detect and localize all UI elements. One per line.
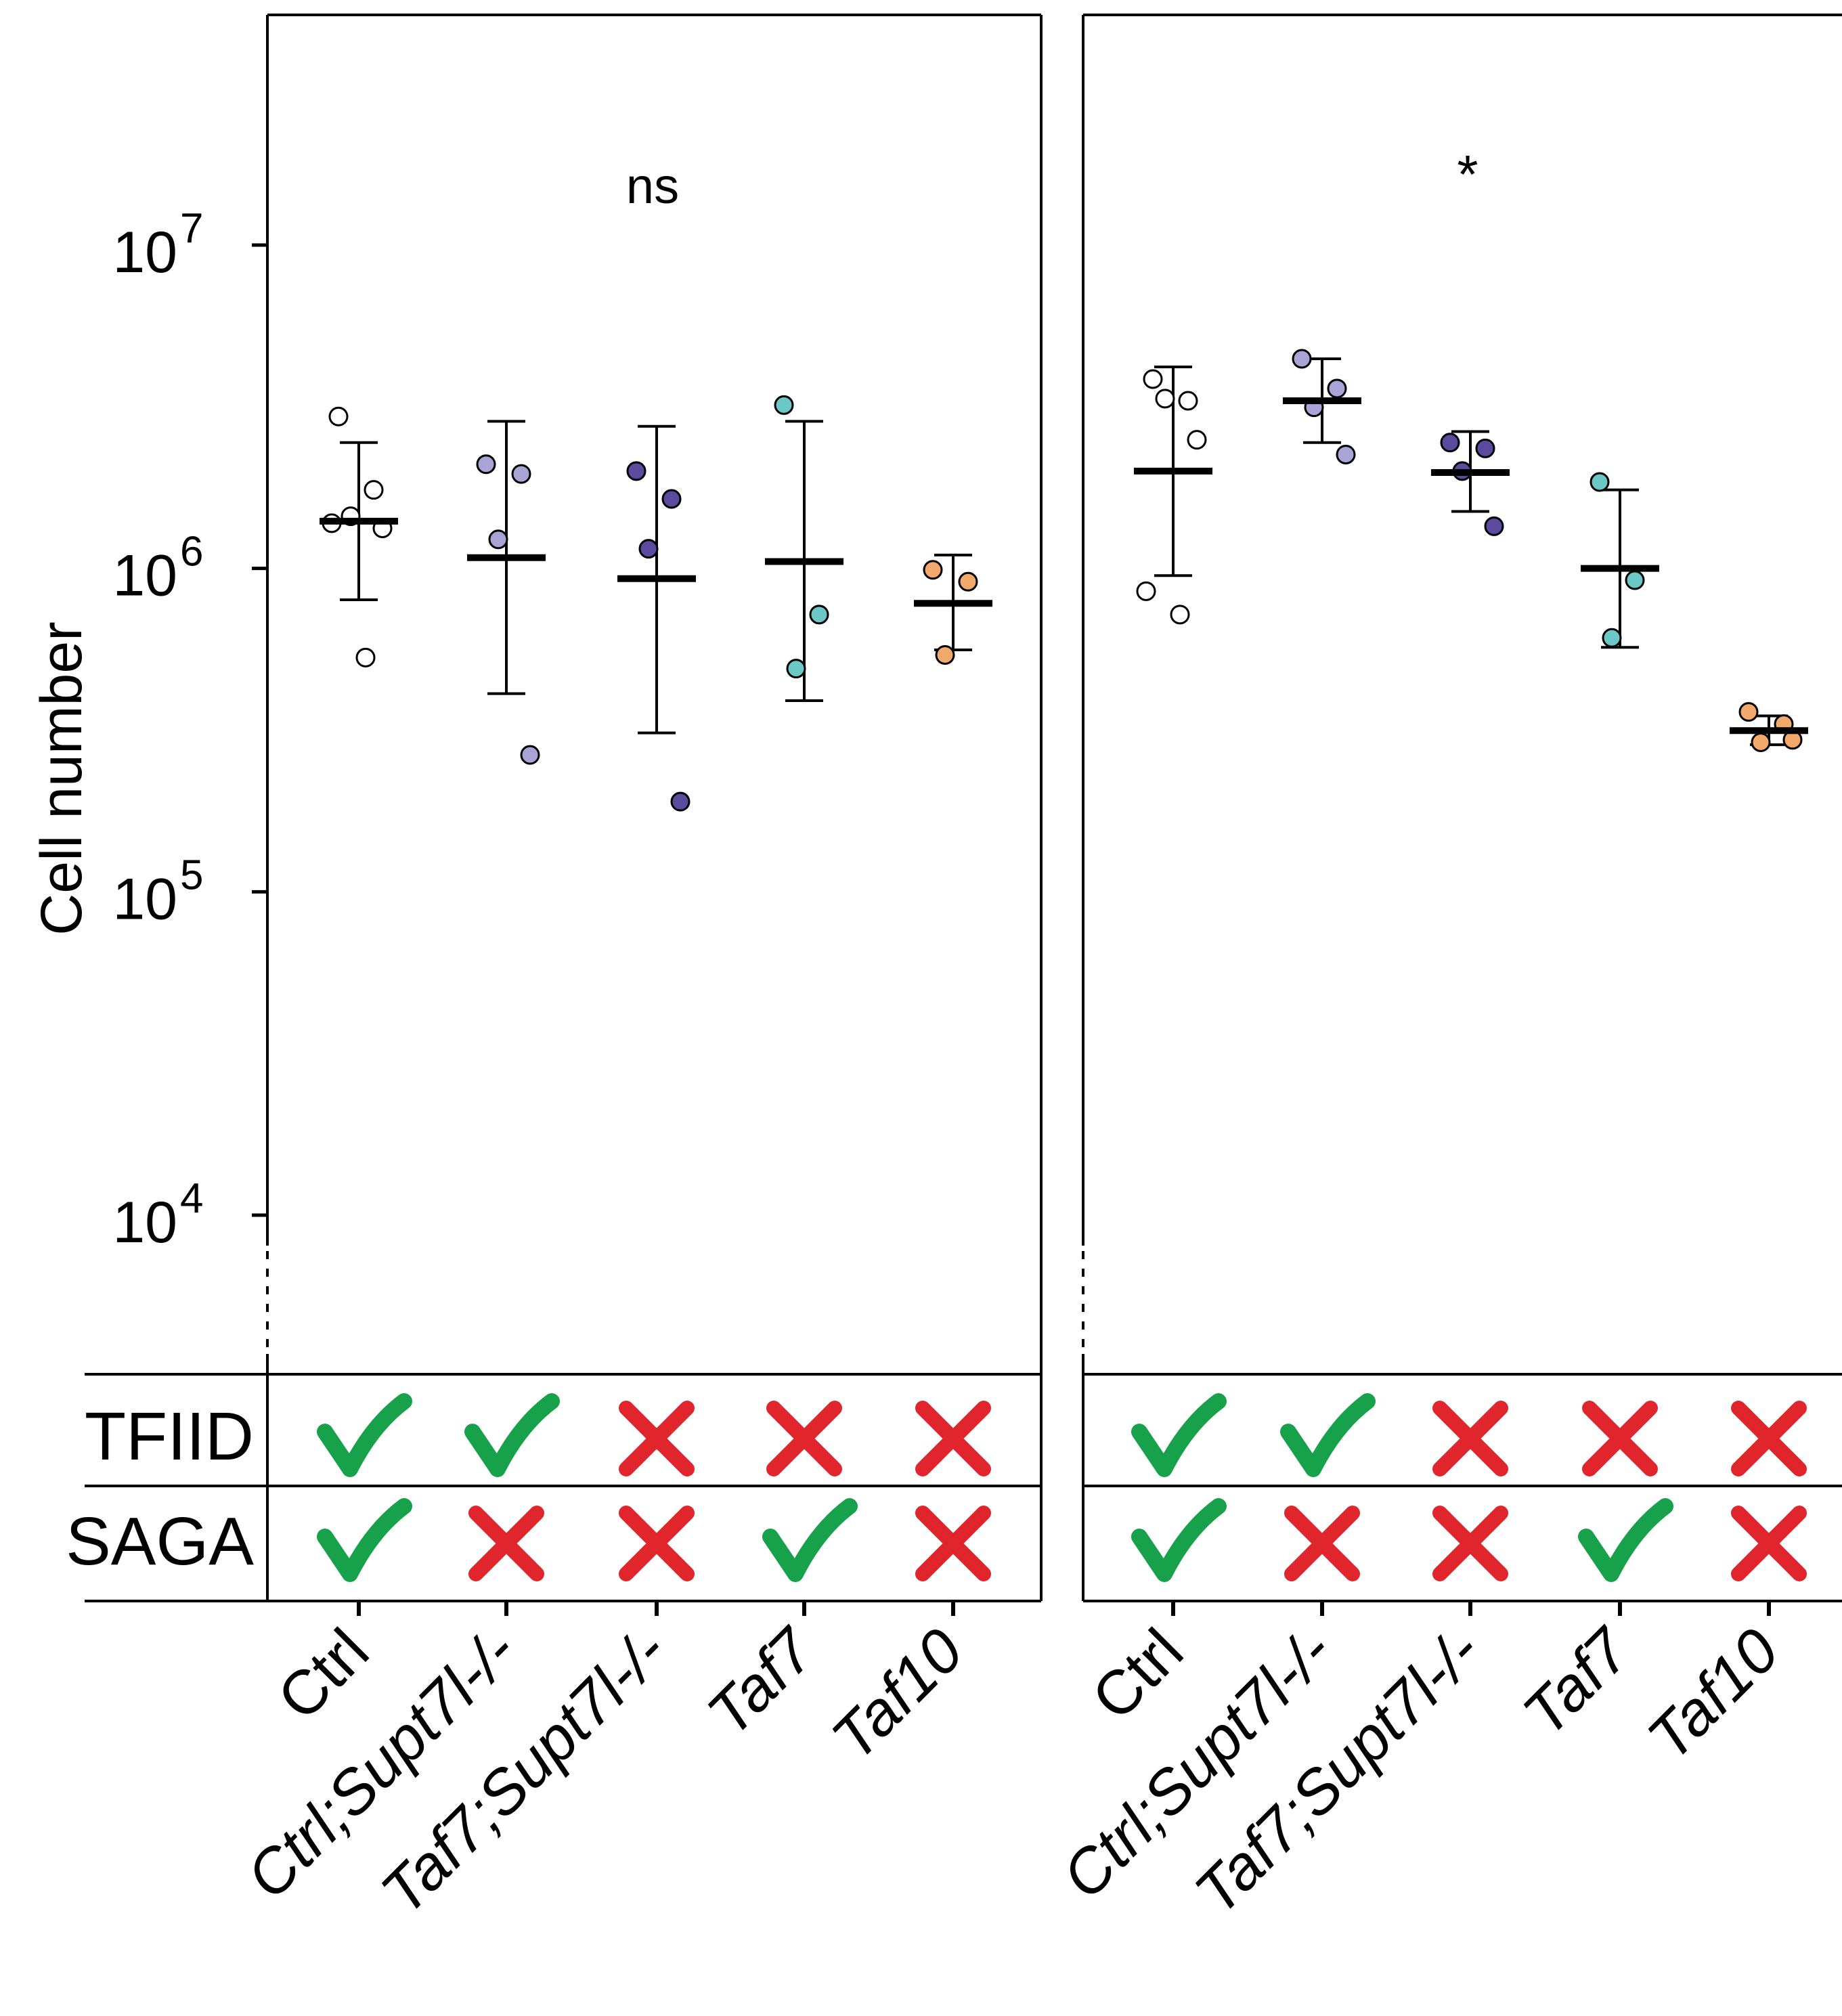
cross-icon xyxy=(1284,1506,1360,1581)
data-point xyxy=(1336,444,1356,464)
y-tick-exponent: 4 xyxy=(180,1175,203,1222)
cross-icon xyxy=(1731,1506,1807,1581)
check-icon xyxy=(464,1393,560,1477)
y-tick-exponent: 5 xyxy=(180,852,203,898)
y-tick-exponent: 7 xyxy=(180,205,203,252)
x-tick-label: Ctrl xyxy=(1079,1616,1196,1733)
significance-label: ns xyxy=(626,158,679,214)
data-point xyxy=(1292,349,1312,369)
data-point xyxy=(1327,378,1347,399)
cross-stroke xyxy=(1432,1401,1508,1476)
group-1: Ctrl xyxy=(265,406,412,1733)
check-icon xyxy=(317,1393,412,1477)
data-point xyxy=(626,461,646,481)
group-4: Taf7 xyxy=(695,395,858,1749)
data-point xyxy=(328,406,349,426)
cross-stroke xyxy=(915,1506,991,1581)
data-point xyxy=(355,647,376,667)
cross-icon xyxy=(1731,1401,1807,1476)
data-point xyxy=(638,539,659,559)
y-tick-label: 10 xyxy=(112,867,177,932)
cross-stroke xyxy=(619,1506,695,1581)
cross-stroke xyxy=(468,1506,544,1581)
data-point xyxy=(476,454,496,475)
y-tick-label: 10 xyxy=(112,1190,177,1255)
cross-stroke xyxy=(766,1401,842,1476)
row-label-saga: SAGA xyxy=(66,1504,254,1579)
data-point xyxy=(511,464,531,484)
group-5: Taf10 xyxy=(819,553,992,1774)
data-point xyxy=(1143,369,1163,389)
check-icon xyxy=(1131,1393,1227,1477)
data-point xyxy=(364,480,384,500)
group-1: Ctrl xyxy=(1079,365,1227,1733)
significance-label: * xyxy=(1457,144,1478,204)
data-point xyxy=(1170,605,1190,625)
data-point xyxy=(935,644,955,665)
data-point xyxy=(520,745,540,765)
cross-icon xyxy=(915,1401,991,1476)
y-axis-label: Cell number xyxy=(29,621,94,936)
data-point xyxy=(1484,516,1504,536)
cross-icon xyxy=(619,1401,695,1476)
check-icon xyxy=(1131,1498,1227,1582)
data-point xyxy=(1738,702,1759,722)
group-5: Taf10 xyxy=(1635,702,1808,1774)
check-icon xyxy=(762,1498,858,1582)
data-point xyxy=(661,489,682,509)
data-point xyxy=(1751,732,1771,752)
data-point xyxy=(1475,438,1495,458)
data-point xyxy=(958,571,978,592)
y-tick-exponent: 6 xyxy=(180,529,203,575)
x-tick-label: Taf7 xyxy=(1510,1615,1644,1749)
cross-icon xyxy=(1432,1506,1508,1581)
cross-icon xyxy=(1582,1401,1658,1476)
cross-stroke xyxy=(1582,1401,1658,1476)
y-tick-label: 10 xyxy=(112,220,177,285)
check-icon xyxy=(1280,1393,1376,1477)
cross-stroke xyxy=(1432,1506,1508,1581)
data-point xyxy=(1602,628,1622,648)
cross-stroke xyxy=(915,1401,991,1476)
data-point xyxy=(774,395,794,415)
cross-icon xyxy=(1432,1401,1508,1476)
cross-icon xyxy=(468,1506,544,1581)
cross-stroke xyxy=(1731,1506,1807,1581)
data-point xyxy=(923,560,943,580)
data-point xyxy=(1178,391,1198,411)
data-point xyxy=(1136,581,1156,601)
data-point xyxy=(488,529,508,550)
data-point xyxy=(809,605,829,625)
data-point xyxy=(1187,430,1207,450)
data-point xyxy=(670,791,690,812)
x-tick-label: Taf10 xyxy=(1635,1616,1793,1774)
cross-stroke xyxy=(1284,1506,1360,1581)
cross-icon xyxy=(915,1506,991,1581)
x-tick-label: Ctrl xyxy=(265,1616,382,1733)
x-tick-label: Taf7 xyxy=(695,1615,829,1749)
data-point xyxy=(1625,570,1645,590)
y-tick-label: 10 xyxy=(112,544,177,609)
data-point xyxy=(1440,433,1460,453)
group-4: Taf7 xyxy=(1510,472,1673,1749)
cross-stroke xyxy=(1731,1401,1807,1476)
cross-icon xyxy=(619,1506,695,1581)
data-point xyxy=(1589,472,1610,492)
cross-icon xyxy=(766,1401,842,1476)
data-point xyxy=(786,659,806,679)
check-icon xyxy=(1578,1498,1673,1582)
row-label-tfiid: TFIID xyxy=(85,1399,254,1474)
data-point xyxy=(1155,389,1175,409)
check-icon xyxy=(317,1498,412,1582)
x-tick-label: Taf10 xyxy=(819,1616,977,1774)
cross-stroke xyxy=(619,1401,695,1476)
